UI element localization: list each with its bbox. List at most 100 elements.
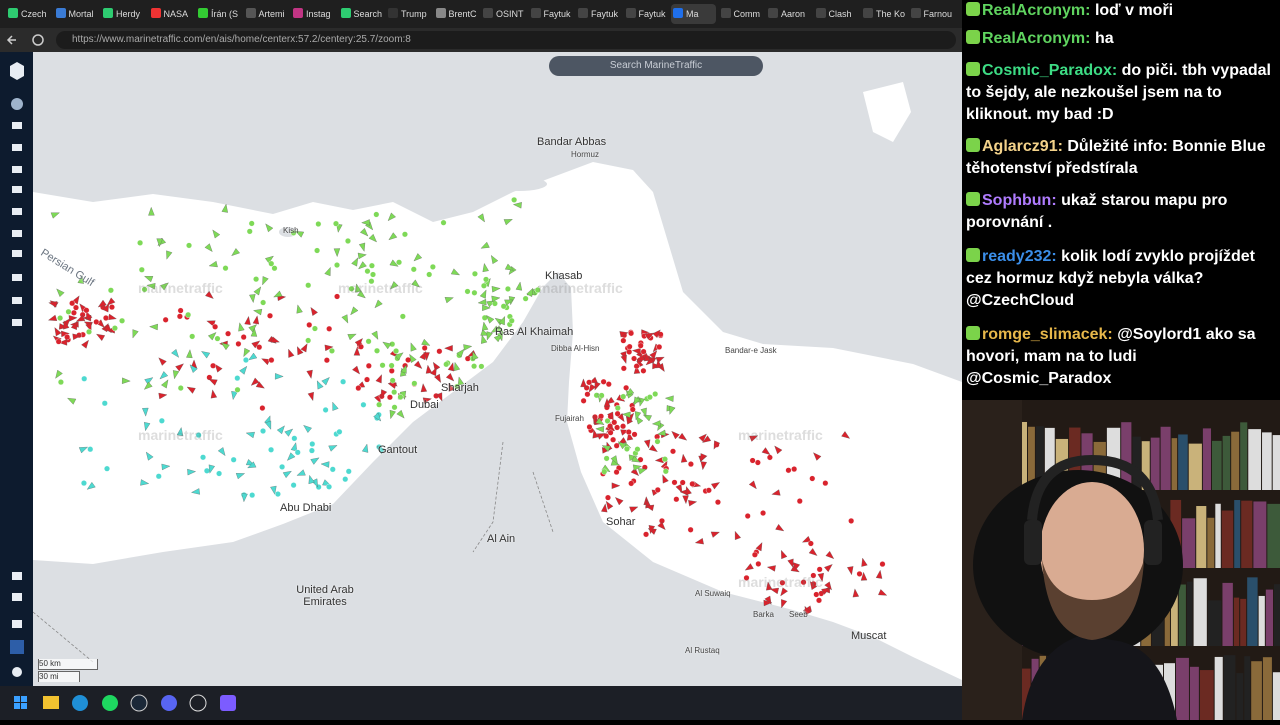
browser-tab[interactable]: Herdy (101, 4, 146, 24)
vessel (321, 377, 330, 386)
browser-tab[interactable]: Artemi (244, 4, 289, 24)
vessel (852, 588, 860, 598)
lake (863, 82, 911, 142)
badge (966, 248, 980, 262)
vessel (328, 347, 335, 354)
vessel (311, 325, 318, 332)
vessel (443, 361, 450, 368)
browser-tab[interactable]: Instag (291, 4, 336, 24)
vessel (145, 451, 154, 461)
browser-tab[interactable]: Search (339, 4, 384, 24)
browser-tab[interactable]: BrentC (434, 4, 479, 24)
vessel (70, 309, 77, 316)
vessel (652, 390, 659, 397)
chat-user[interactable]: Cosmic_Paradox: (982, 62, 1118, 79)
vessel (515, 281, 523, 291)
chat-user[interactable]: romge_slimacek: (982, 326, 1113, 343)
vessel (481, 334, 488, 344)
vessel (393, 348, 400, 355)
vessel (401, 231, 408, 238)
vessel (310, 457, 320, 465)
chat-user[interactable]: Aglarcz91: (982, 138, 1063, 155)
city-label: Al Ain (487, 533, 516, 545)
vessel (341, 314, 349, 324)
browser-tab[interactable]: NASA (149, 4, 194, 24)
vessel (447, 362, 455, 372)
city-label: Sohar (606, 516, 636, 528)
vessel (253, 308, 263, 316)
chat-text: ha (1094, 30, 1114, 47)
browser-tab[interactable]: Írán (S (196, 4, 241, 24)
vessel (594, 381, 601, 391)
tab-icon (340, 8, 351, 18)
browser-tab[interactable]: Aaron (766, 4, 811, 24)
vessel (761, 447, 771, 455)
browser-tab[interactable]: OSINT (481, 4, 526, 24)
vessel (205, 290, 214, 299)
chat-text: ukaž starou mapu pro porovnání . (966, 192, 1228, 231)
vessel (734, 530, 741, 541)
book (1186, 581, 1193, 646)
tab-title: Ma (686, 9, 699, 19)
vessel (620, 365, 627, 372)
vessel (463, 344, 473, 351)
book (1160, 426, 1171, 490)
vessel (54, 327, 62, 337)
browser-tab[interactable]: Faytuk (624, 4, 669, 24)
chat-user[interactable]: RealAcronym: (982, 2, 1091, 19)
vessel (432, 361, 441, 371)
browser-tab[interactable]: Czech (6, 4, 51, 24)
browser-tab[interactable]: Ma (671, 4, 716, 24)
scale-mi: 30 mi (38, 671, 80, 682)
vessel (628, 330, 635, 337)
browser-tab[interactable]: Comm (719, 4, 764, 24)
vessel (342, 476, 349, 483)
vessel (140, 479, 150, 486)
nav-buttons[interactable] (6, 32, 50, 48)
browser-tab[interactable]: Mortal (54, 4, 99, 24)
vessel (255, 381, 265, 389)
map-search[interactable]: Search MarineTraffic (549, 56, 763, 76)
vessel (332, 220, 339, 227)
vessel (296, 469, 306, 476)
book (1164, 663, 1175, 720)
vessel (260, 427, 267, 434)
vessel (388, 362, 395, 369)
vessel (56, 288, 65, 297)
vessel (623, 445, 630, 452)
browser-tab[interactable]: Faytuk (576, 4, 621, 24)
vessel (243, 347, 251, 358)
book (1141, 441, 1150, 490)
map[interactable]: marinetraffic marinetraffic marinetraffi… (33, 52, 962, 686)
browser-tab[interactable]: Clash (814, 4, 859, 24)
vessel (662, 474, 669, 484)
browser-tab[interactable]: The Ko (861, 4, 906, 24)
taskbar-icons[interactable] (0, 686, 962, 720)
chat-user[interactable]: Sophbun: (982, 192, 1057, 209)
chat-message: Cosmic_Paradox: do piči. tbh vypadal to … (966, 60, 1276, 126)
tab-icon (910, 8, 921, 18)
vessel (210, 389, 218, 399)
vessel (274, 491, 281, 498)
vessel (760, 510, 767, 517)
vessel (671, 430, 680, 440)
book (1175, 657, 1189, 720)
vessel (588, 383, 596, 393)
browser-tab[interactable]: Faytuk (529, 4, 574, 24)
vessel (817, 572, 824, 582)
vessel (256, 344, 263, 351)
chat-user[interactable]: RealAcronym: (982, 30, 1091, 47)
browser-tab[interactable]: Farnou (909, 4, 954, 24)
vessel (623, 384, 630, 391)
vessel (444, 345, 453, 352)
browser-tab[interactable]: Trump (386, 4, 431, 24)
vessel (600, 378, 607, 385)
sidebar-icons[interactable] (0, 52, 33, 686)
vessel (380, 389, 388, 399)
chat-user[interactable]: ready232: (982, 248, 1057, 265)
vessel (630, 467, 640, 477)
vessel (436, 348, 443, 355)
vessel (620, 423, 627, 430)
url-field[interactable]: https://www.marinetraffic.com/en/ais/hom… (56, 31, 956, 49)
vessel (617, 441, 627, 450)
